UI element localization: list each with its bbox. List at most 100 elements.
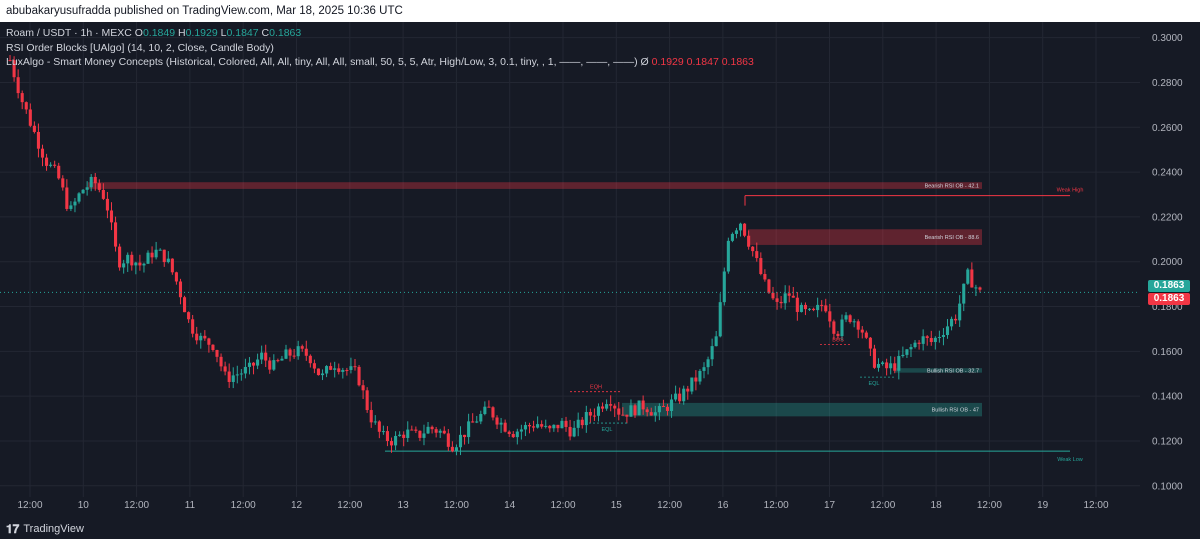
indicator-smc: LuxAlgo - Smart Money Concepts (Historic… bbox=[6, 55, 754, 70]
l-value: 0.1847 bbox=[226, 27, 259, 39]
candle-body bbox=[649, 412, 653, 416]
candle-body bbox=[85, 187, 89, 190]
tradingview-logo-icon: 𝟏𝟕 bbox=[6, 522, 20, 536]
candle-body bbox=[958, 303, 962, 321]
candle-body bbox=[686, 388, 690, 392]
candles bbox=[0, 55, 1140, 456]
y-tick-label: 0.2200 bbox=[1152, 212, 1183, 223]
candle-body bbox=[901, 354, 905, 357]
indicator-smc-v3: 0.1863 bbox=[721, 56, 754, 68]
candle-body bbox=[917, 342, 921, 344]
chart-legend: Roam / USDT · 1h · MEXC O0.1849 H0.1929 … bbox=[6, 26, 754, 70]
candle-body bbox=[844, 315, 848, 320]
candle-body bbox=[592, 415, 596, 417]
candle-body bbox=[231, 375, 235, 383]
candle-body bbox=[93, 176, 97, 184]
chart-area[interactable]: Weak High Weak Low Bearish RSI OB - 42.1 B… bbox=[0, 22, 1200, 519]
footer-brand: TradingView bbox=[23, 523, 84, 535]
candle-body bbox=[674, 393, 678, 400]
tradingview-logo[interactable]: 𝟏𝟕 TradingView bbox=[6, 519, 84, 539]
candle-body bbox=[787, 293, 791, 296]
candle-body bbox=[256, 359, 260, 366]
candle-body bbox=[57, 165, 61, 179]
h-value: 0.1929 bbox=[185, 27, 218, 39]
candle-body bbox=[235, 374, 239, 376]
candle-body bbox=[345, 369, 349, 371]
candle-body bbox=[617, 408, 621, 415]
candle-body bbox=[625, 414, 629, 417]
candle-body bbox=[215, 350, 219, 357]
candle-body bbox=[316, 368, 321, 376]
candle-body bbox=[109, 210, 114, 223]
candle-body bbox=[491, 407, 495, 418]
last-price-tag-green: 0.1863 bbox=[1148, 280, 1190, 292]
indicator-smc-label[interactable]: LuxAlgo - Smart Money Concepts (Historic… bbox=[6, 56, 638, 68]
candle-body bbox=[483, 406, 487, 415]
candle-body bbox=[795, 297, 799, 312]
candle-body bbox=[373, 421, 377, 423]
candle-body bbox=[641, 400, 645, 410]
y-tick-label: 0.1200 bbox=[1152, 436, 1183, 447]
candle-body bbox=[803, 304, 808, 310]
candle-body bbox=[682, 388, 686, 402]
candle-body bbox=[89, 176, 93, 188]
o-label: O bbox=[134, 27, 143, 39]
candle-body bbox=[280, 358, 284, 361]
order-block-zone bbox=[748, 229, 982, 245]
x-tick-label: 12:00 bbox=[231, 500, 256, 511]
candle-body bbox=[536, 424, 540, 428]
candle-body bbox=[28, 109, 32, 126]
x-tick-label: 12:00 bbox=[870, 500, 895, 511]
candle-body bbox=[730, 233, 734, 241]
o-value: 0.1849 bbox=[142, 27, 176, 39]
candle-body bbox=[807, 308, 812, 310]
candle-body bbox=[154, 249, 158, 258]
candle-body bbox=[726, 240, 730, 272]
x-axis: 12:00 10 12:00 11 12:00 12 12:00 13 12:00 14 12:00… bbox=[17, 500, 1108, 511]
candle-body bbox=[260, 352, 264, 360]
candle-body bbox=[276, 360, 280, 362]
candle-body bbox=[779, 301, 783, 304]
candle-body bbox=[446, 433, 450, 447]
candle-body bbox=[223, 366, 227, 372]
indicator-rsi-ob[interactable]: RSI Order Blocks [UAlgo] (14, 10, 2, Clo… bbox=[6, 41, 274, 54]
candle-body bbox=[333, 368, 337, 370]
candle-body bbox=[97, 183, 101, 190]
candle-body bbox=[710, 346, 714, 360]
y-axis: 0.3000 0.2800 0.2600 0.2400 0.2200 0.2000 0.18… bbox=[1152, 33, 1183, 492]
candle-body bbox=[430, 426, 434, 430]
candle-body bbox=[609, 404, 613, 406]
candle-body bbox=[876, 363, 881, 368]
candle-body bbox=[292, 355, 296, 357]
candle-body bbox=[406, 429, 410, 438]
candle-body bbox=[941, 335, 945, 337]
candle-body bbox=[105, 198, 109, 211]
publish-header: abubakaryusufradda published on TradingV… bbox=[0, 0, 1200, 22]
candle-body bbox=[182, 297, 187, 313]
candle-body bbox=[714, 336, 718, 347]
candle-body bbox=[442, 430, 446, 434]
candle-body bbox=[657, 406, 661, 413]
candle-body bbox=[369, 410, 373, 423]
candle-body bbox=[978, 287, 982, 290]
candle-body bbox=[564, 420, 568, 427]
l-label: L bbox=[220, 27, 227, 39]
candle-body bbox=[937, 336, 941, 338]
candle-body bbox=[759, 258, 763, 275]
x-tick-label: 17 bbox=[824, 500, 836, 511]
candle-body bbox=[349, 366, 353, 370]
candle-body bbox=[499, 422, 503, 425]
candle-body bbox=[272, 360, 276, 370]
candle-body bbox=[816, 304, 820, 311]
candle-body bbox=[158, 249, 162, 251]
candle-body bbox=[61, 178, 65, 188]
candle-body bbox=[738, 223, 743, 231]
order-block-zone bbox=[88, 182, 982, 189]
candle-body bbox=[893, 363, 897, 371]
candle-body bbox=[174, 272, 178, 282]
c-value: 0.1863 bbox=[269, 27, 302, 39]
candle-body bbox=[669, 399, 674, 411]
candle-body bbox=[138, 262, 142, 266]
smc-level-label: Weak High bbox=[1057, 188, 1084, 194]
